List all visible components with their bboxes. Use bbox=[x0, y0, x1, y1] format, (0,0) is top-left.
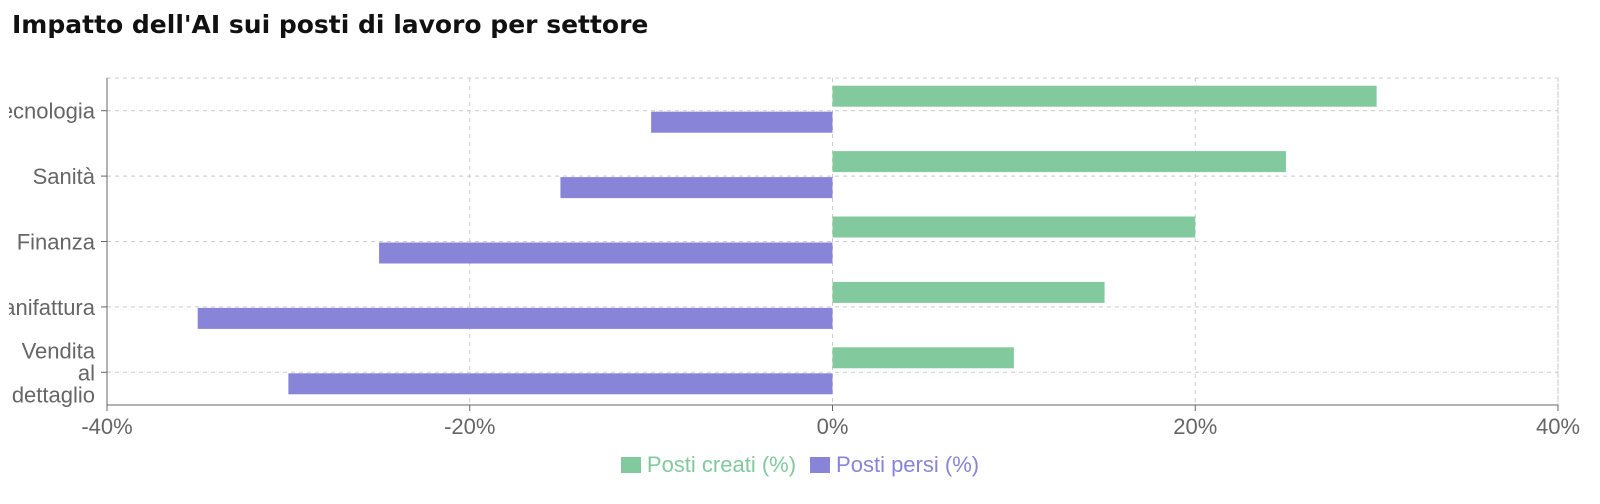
x-tick-label: -20% bbox=[444, 414, 495, 439]
y-tick-label: Vendita al dettaglio bbox=[12, 338, 96, 407]
x-tick-label: 20% bbox=[1173, 414, 1217, 439]
legend-item-lost[interactable]: Posti persi (%) bbox=[810, 452, 979, 478]
bar-lost bbox=[288, 373, 833, 395]
legend-label-created: Posti creati (%) bbox=[646, 452, 797, 477]
bar-lost bbox=[651, 111, 833, 133]
bar-created bbox=[832, 85, 1377, 107]
bar-created bbox=[832, 281, 1105, 303]
y-tick-label: Manifattura bbox=[0, 295, 96, 320]
bar-lost bbox=[379, 242, 833, 264]
bar-created bbox=[832, 347, 1014, 369]
legend-label-lost: Posti persi (%) bbox=[836, 452, 980, 477]
y-tick-label: Finanza bbox=[17, 230, 96, 255]
x-tick-label: 40% bbox=[1536, 414, 1580, 439]
bar-created bbox=[832, 151, 1286, 173]
y-tick-label: Tecnologia bbox=[0, 99, 96, 124]
bar-created bbox=[832, 216, 1196, 238]
x-tick-label: -40% bbox=[81, 414, 132, 439]
chart-title: Impatto dell'AI sui posti di lavoro per … bbox=[12, 10, 649, 39]
bar-lost bbox=[197, 307, 833, 329]
y-tick-label: Sanità bbox=[33, 164, 96, 189]
bar-lost bbox=[560, 177, 833, 199]
legend-swatch-created bbox=[620, 457, 641, 473]
legend-swatch-lost bbox=[810, 457, 831, 473]
legend: Posti creati (%) Posti persi (%) bbox=[0, 452, 1600, 478]
x-tick-label: 0% bbox=[817, 414, 849, 439]
legend-item-created[interactable]: Posti creati (%) bbox=[620, 452, 797, 478]
